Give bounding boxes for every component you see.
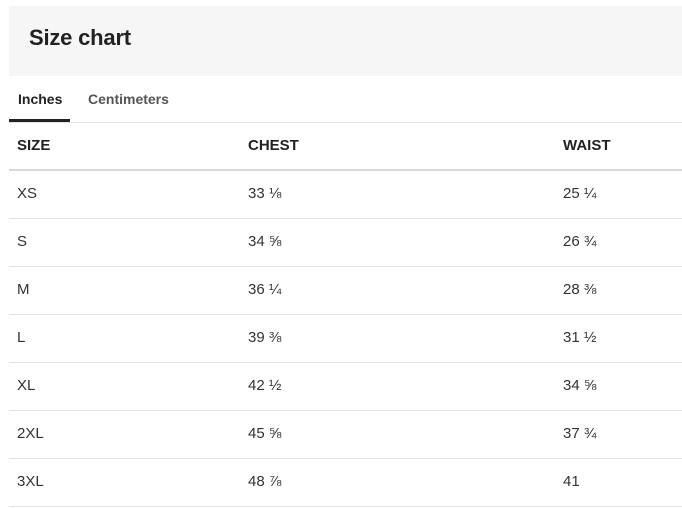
- size-cell: 2XL: [17, 425, 44, 442]
- waist-cell: 37 ¾: [563, 425, 597, 442]
- column-header-waist: WAIST: [563, 137, 611, 154]
- size-chart-header: Size chart: [9, 6, 682, 76]
- waist-cell: 26 ¾: [563, 233, 597, 250]
- table-header-row: SIZE CHEST WAIST: [9, 123, 682, 171]
- table-row: L 39 ⅜ 31 ½: [9, 315, 682, 363]
- chest-cell: 36 ¼: [248, 281, 282, 298]
- unit-tabs: Inches Centimeters: [9, 76, 682, 123]
- size-cell: 3XL: [17, 473, 44, 490]
- waist-cell: 25 ¼: [563, 185, 597, 202]
- size-cell: S: [17, 233, 28, 250]
- waist-cell: 31 ½: [563, 329, 597, 346]
- column-header-chest: CHEST: [248, 137, 299, 154]
- table-row: M 36 ¼ 28 ⅜: [9, 267, 682, 315]
- column-header-size: SIZE: [17, 137, 51, 154]
- waist-cell: 41: [563, 473, 580, 490]
- tab-inches[interactable]: Inches: [18, 91, 63, 107]
- size-cell: XL: [17, 377, 36, 394]
- tab-centimeters[interactable]: Centimeters: [88, 91, 169, 107]
- chest-cell: 34 ⅝: [248, 233, 282, 250]
- table-row: 2XL 45 ⅝ 37 ¾: [9, 411, 682, 459]
- table-row: XL 42 ½ 34 ⅝: [9, 363, 682, 411]
- active-tab-indicator: [9, 119, 70, 122]
- size-cell: M: [17, 281, 30, 298]
- waist-cell: 34 ⅝: [563, 377, 597, 394]
- page-title: Size chart: [29, 25, 131, 50]
- chest-cell: 39 ⅜: [248, 329, 282, 346]
- size-cell: XS: [17, 185, 38, 202]
- chest-cell: 33 ⅛: [248, 185, 282, 202]
- chest-cell: 45 ⅝: [248, 425, 282, 442]
- size-cell: L: [17, 329, 26, 346]
- table-row: 3XL 48 ⅞ 41: [9, 459, 682, 507]
- table-row: S 34 ⅝ 26 ¾: [9, 219, 682, 267]
- size-table: SIZE CHEST WAIST XS 33 ⅛ 25 ¼ S 34 ⅝ 26 …: [9, 123, 682, 507]
- chest-cell: 42 ½: [248, 377, 282, 394]
- waist-cell: 28 ⅜: [563, 281, 597, 298]
- table-row: XS 33 ⅛ 25 ¼: [9, 171, 682, 219]
- chest-cell: 48 ⅞: [248, 473, 282, 490]
